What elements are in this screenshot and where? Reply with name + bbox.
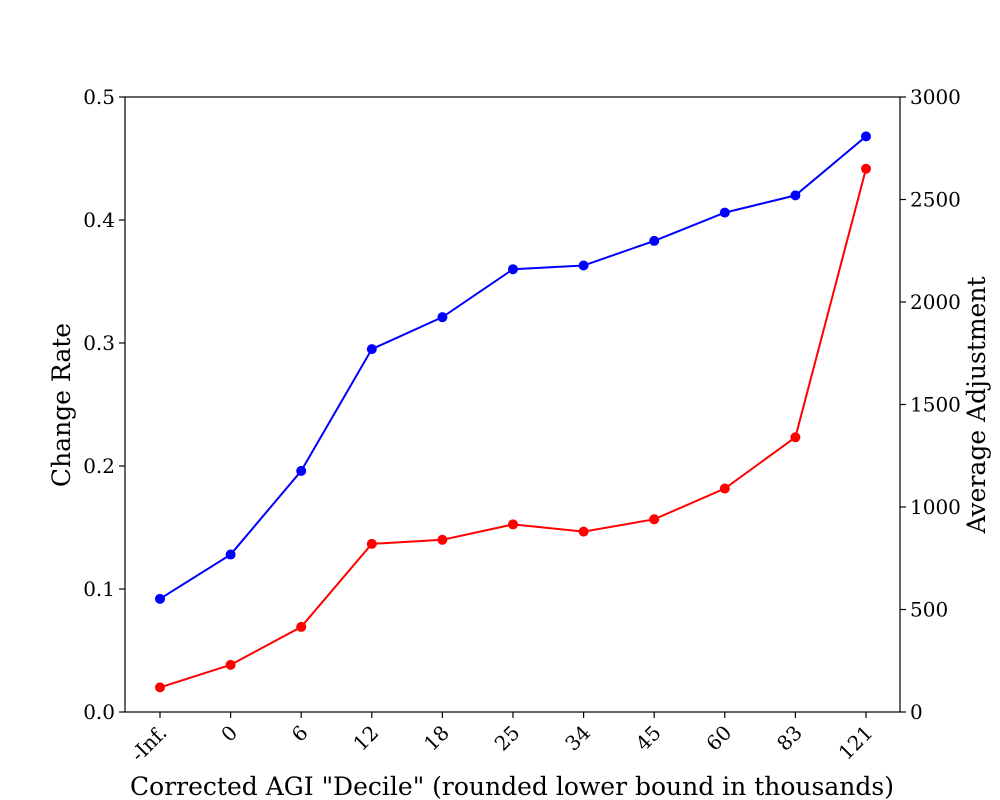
data-point [719, 207, 730, 218]
x-tick-label: 121 [834, 721, 878, 765]
data-point [578, 260, 589, 271]
data-point [155, 682, 165, 693]
data-point [790, 190, 801, 201]
data-point [578, 526, 589, 537]
x-tick-label: 0 [216, 721, 242, 747]
data-point [508, 264, 518, 275]
right-axis-ticks: 0 500 1000 1500 2000 2500 3000 [900, 85, 961, 724]
data-point [437, 534, 448, 545]
left-tick-label: 0.3 [83, 331, 115, 355]
right-tick-label: 2000 [910, 290, 961, 314]
right-y-axis-title: Average Adjustment [962, 277, 991, 535]
data-point [790, 432, 801, 443]
right-tick-label: 2500 [910, 188, 961, 212]
left-tick-label: 0.0 [83, 700, 115, 724]
data-point [366, 344, 377, 355]
data-point [861, 131, 871, 142]
data-point [296, 621, 307, 632]
x-axis-title: Corrected AGI "Decile" (rounded lower bo… [130, 772, 894, 800]
left-tick-label: 0.5 [83, 85, 115, 109]
data-point [649, 235, 660, 246]
x-tick-label: 25 [490, 721, 525, 756]
data-point [649, 514, 660, 525]
data-point [861, 163, 871, 174]
data-point [225, 659, 236, 670]
x-tick-label: 60 [701, 721, 736, 756]
data-point [508, 519, 518, 530]
data-point [155, 593, 165, 604]
right-tick-label: 0 [910, 700, 923, 724]
x-tick-label: 45 [631, 721, 666, 756]
x-tick-label: -Inf. [126, 721, 172, 767]
right-tick-label: 1500 [910, 393, 961, 417]
right-tick-label: 500 [910, 598, 948, 622]
data-point [719, 483, 730, 494]
series-layer [155, 131, 871, 693]
data-point [296, 465, 307, 476]
data-point [225, 549, 236, 560]
x-tick-label: 83 [772, 721, 807, 756]
plot-area [125, 97, 900, 712]
right-tick-label: 1000 [910, 495, 961, 519]
left-tick-label: 0.1 [83, 577, 115, 601]
data-point [366, 538, 377, 549]
x-tick-label: 18 [419, 721, 454, 756]
x-tick-label: 6 [287, 721, 313, 747]
x-tick-label: 34 [560, 721, 595, 756]
x-tick-label: 12 [348, 721, 383, 756]
data-point [437, 312, 448, 323]
x-axis-ticks: -Inf. 0 6 12 18 25 34 45 60 83 121 [126, 712, 878, 766]
left-tick-label: 0.4 [83, 208, 115, 232]
right-tick-label: 3000 [910, 85, 961, 109]
left-axis-ticks: 0.0 0.1 0.2 0.3 0.4 0.5 [83, 85, 125, 724]
left-y-axis-title: Change Rate [47, 323, 76, 487]
left-tick-label: 0.2 [83, 454, 115, 478]
